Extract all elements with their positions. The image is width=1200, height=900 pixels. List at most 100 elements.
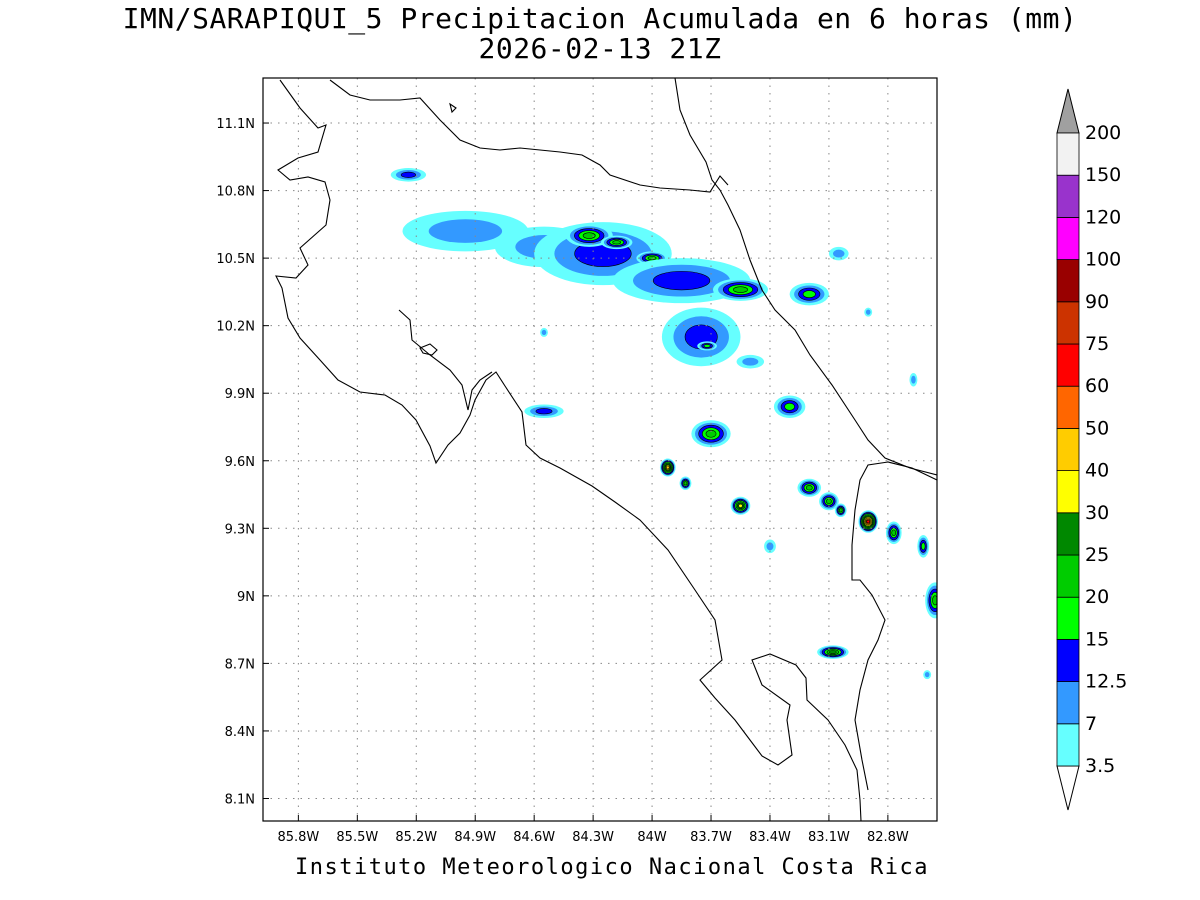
rain-contour-19-4 <box>805 485 813 491</box>
map-frame <box>262 77 938 822</box>
legend-swatch-30 <box>1056 470 1080 514</box>
lon-tick-label: 82.8W <box>867 830 909 845</box>
legend-label: 50 <box>1085 417 1109 439</box>
legend-swatch-15 <box>1056 596 1080 640</box>
lon-tick-label: 84.6W <box>513 830 555 845</box>
lat-tick-label: 10.8N <box>216 185 255 200</box>
lat-tick-label: 8.1N <box>225 792 255 807</box>
legend-label: 100 <box>1085 249 1121 271</box>
legend-swatch-20 <box>1056 554 1080 598</box>
lat-tick-label: 8.7N <box>225 657 255 672</box>
lat-tick-label: 9.3N <box>225 522 255 537</box>
rain-contour-0-2 <box>400 171 416 178</box>
lat-tick-label: 10.2N <box>216 320 255 335</box>
lon-tick-label: 84W <box>637 830 667 845</box>
panama-border <box>851 461 937 791</box>
legend-swatch-60 <box>1056 343 1080 387</box>
lat-tick-label: 10.5N <box>216 252 255 267</box>
graticule <box>263 78 937 821</box>
legend-swatch-3.5 <box>1056 723 1080 767</box>
legend-swatch-7 <box>1056 681 1080 725</box>
lon-tick-label: 83.4W <box>749 830 791 845</box>
nicoya-gulf-shore <box>398 309 493 411</box>
legend-swatch-25 <box>1056 512 1080 556</box>
rain-contour-1-1 <box>428 219 503 243</box>
legend-label: 20 <box>1085 586 1109 608</box>
rain-contour-15-3 <box>784 402 795 411</box>
map-title: IMN/SARAPIQUI_5 Precipitacion Acumulada … <box>122 2 1078 35</box>
rain-contour-31-1 <box>911 375 916 384</box>
legend-swatch-12.5 <box>1056 639 1080 683</box>
legend-overflow-arrow <box>1056 88 1080 134</box>
lon-tick-label: 84.3W <box>572 830 614 845</box>
legend-label: 150 <box>1085 164 1121 186</box>
lon-tick-label: 85.5W <box>336 830 378 845</box>
map-credit: Instituto Meteorologico Nacional Costa R… <box>294 855 930 880</box>
coastline <box>275 78 937 821</box>
rain-contour-23-4 <box>891 529 897 537</box>
legend-label: 12.5 <box>1085 671 1127 693</box>
legend-swatch-100 <box>1056 216 1080 260</box>
legend-swatch-90 <box>1056 259 1080 303</box>
color-legend: 3.5 7 12.5 15 20 25 30 40 50 60 75 90 100 120 150 200 <box>1056 88 1127 811</box>
lon-tick-label: 85.2W <box>395 830 437 845</box>
lat-tick-label: 9.9N <box>225 387 255 402</box>
rain-contour-16-7 <box>665 465 670 470</box>
legend-label: 7 <box>1085 713 1097 735</box>
rain-contour-7-2 <box>652 271 711 291</box>
legend-label: 3.5 <box>1085 755 1115 777</box>
lon-tick-label: 85.8W <box>277 830 319 845</box>
rain-contour-22-9 <box>866 519 871 524</box>
rain-contour-9-3 <box>802 290 816 299</box>
legend-swatch-40 <box>1056 427 1080 471</box>
rain-contour-24-3 <box>921 542 926 551</box>
legend-label: 25 <box>1085 544 1109 566</box>
legend-label: 90 <box>1085 291 1109 313</box>
rain-contour-8-4 <box>733 286 748 293</box>
rain-contour-32-1 <box>833 249 845 258</box>
rain-contour-4-4 <box>582 232 596 239</box>
legend-underflow-arrow <box>1056 765 1080 811</box>
rain-contour-29-1 <box>541 329 547 336</box>
lon-tick-label: 84.9W <box>454 830 496 845</box>
rain-contour-26-5 <box>829 650 837 654</box>
rain-contour-13-2 <box>535 408 553 415</box>
nicaragua-border <box>329 79 729 193</box>
legend-label: 120 <box>1085 206 1121 228</box>
rain-contour-5-4 <box>612 240 622 245</box>
lon-tick-label: 83.7W <box>690 830 732 845</box>
rain-contour-18-6 <box>738 503 743 508</box>
legend-swatch-150 <box>1056 132 1080 176</box>
rain-contour-17-4 <box>683 481 688 486</box>
rain-contour-27-1 <box>924 672 930 678</box>
axis-ticks: 85.8W 85.5W 85.2W 84.9W 84.6W 84.3W 84W 83.7W 83… <box>216 117 909 845</box>
lon-tick-label: 83.1W <box>808 830 850 845</box>
bocas-island <box>449 102 457 114</box>
pacific-coastline <box>275 79 862 821</box>
legend-label: 60 <box>1085 375 1109 397</box>
legend-label: 40 <box>1085 460 1109 482</box>
lat-tick-label: 9N <box>237 590 255 605</box>
chira-island <box>419 343 438 356</box>
legend-swatch-120 <box>1056 174 1080 218</box>
legend-label: 75 <box>1085 333 1109 355</box>
rain-contour-12-1 <box>742 357 759 366</box>
rain-contour-30-1 <box>865 309 871 315</box>
precipitation-layer <box>390 168 937 680</box>
caribbean-coastline <box>674 78 937 476</box>
rain-contour-14-4 <box>705 429 717 438</box>
legend-label: 30 <box>1085 502 1109 524</box>
legend-swatch-75 <box>1056 301 1080 345</box>
rain-contour-11-3 <box>703 344 711 348</box>
rain-contour-21-4 <box>838 508 843 513</box>
lat-tick-label: 9.6N <box>225 455 255 470</box>
rain-contour-25-4 <box>932 595 937 606</box>
rain-contour-20-4 <box>826 498 832 504</box>
legend-swatch-50 <box>1056 385 1080 429</box>
rain-contour-28-1 <box>766 542 774 551</box>
legend-label: 15 <box>1085 628 1109 650</box>
lat-tick-label: 8.4N <box>225 725 255 740</box>
legend-label: 200 <box>1085 122 1121 144</box>
lat-tick-label: 11.1N <box>216 117 255 132</box>
